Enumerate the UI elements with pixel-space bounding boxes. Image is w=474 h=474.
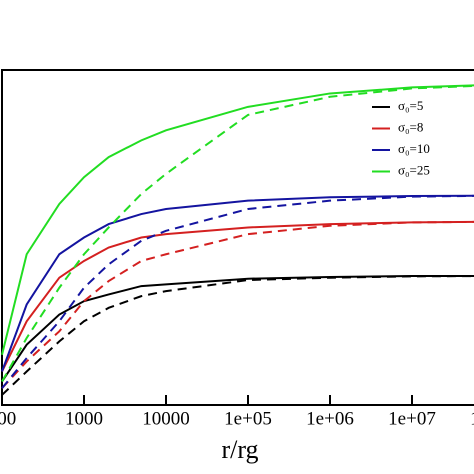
legend-label: σ₀=25 [398, 162, 430, 177]
x-tick-label: 1e+08 [470, 408, 474, 429]
legend-label: σ₀=10 [398, 141, 430, 156]
series-line [1, 84, 474, 383]
series-line [1, 194, 474, 372]
legend-label: σ₀=8 [398, 119, 423, 134]
x-tick-label: 10000 [142, 408, 190, 429]
series-line [1, 275, 474, 396]
legend-label: σ₀=5 [398, 98, 423, 113]
series-line [1, 220, 474, 372]
series-line [1, 194, 474, 389]
x-tick-label: 1e+06 [306, 408, 354, 429]
series-line [1, 275, 474, 383]
x-tick-label: 1e+05 [224, 408, 272, 429]
x-tick-label: 1e+07 [388, 408, 436, 429]
series-line [1, 84, 474, 355]
x-axis-label: r/rg [221, 435, 258, 464]
x-tick-label: 1000 [65, 408, 103, 429]
series-line [1, 220, 474, 389]
x-tick-label: 100 [0, 408, 16, 429]
